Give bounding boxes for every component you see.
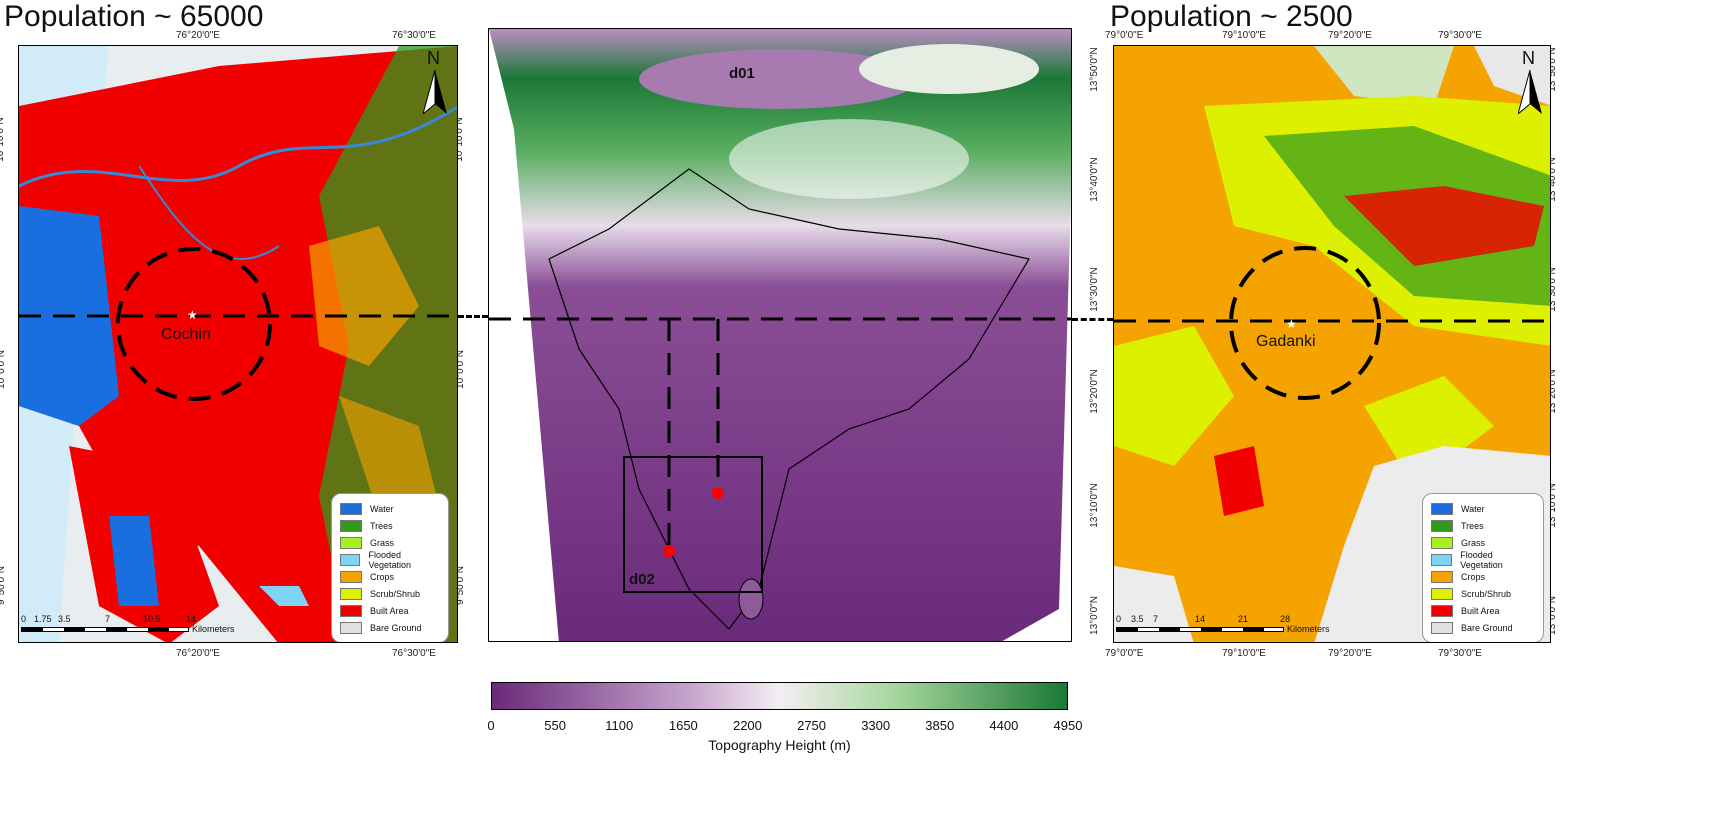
legend-item: Water — [340, 500, 440, 517]
site-star-icon: ★ — [187, 308, 198, 322]
right-lat-tick: 13°0'0"N — [1088, 596, 1100, 635]
left-top-tick: 76°20'0"E — [176, 30, 220, 41]
right-lat-tick: 13°30'0"N — [1088, 267, 1100, 312]
colorbar-label: Topography Height (m) — [708, 737, 851, 753]
left-bottom-tick: 76°20'0"E — [176, 648, 220, 659]
left-bottom-tick: 76°30'0"E — [392, 648, 436, 659]
scale-value: 21 — [1238, 614, 1249, 624]
legend-item: Trees — [1431, 517, 1535, 534]
right-scale-bar: 0 3.5 7 14 21 28 Kilometers — [1116, 614, 1330, 634]
scale-value: 3.5 — [58, 614, 71, 624]
colorbar-tick: 2750 — [797, 718, 827, 733]
right-lat-tick: 13°50'0"N — [1088, 47, 1100, 92]
site-star-icon: ★ — [1286, 317, 1297, 331]
scale-value: 1.75 — [34, 614, 52, 624]
colorbar-tick: 4950 — [1053, 718, 1083, 733]
scale-value: 10.5 — [143, 614, 161, 624]
colorbar-tick: 1650 — [668, 718, 698, 733]
cochin-label: Cochin — [161, 326, 211, 343]
legend-item: Scrub/Shrub — [1431, 585, 1535, 602]
right-bottom-tick: 79°20'0"E — [1328, 648, 1372, 659]
scale-value: 14 — [186, 614, 197, 624]
right-top-tick: 79°10'0"E — [1222, 30, 1266, 41]
legend-item: Bare Ground — [1431, 619, 1535, 636]
legend-item: Flooded Vegetation — [1431, 550, 1535, 570]
north-arrow-icon — [1518, 70, 1542, 114]
legend-item: Trees — [340, 517, 440, 534]
left-top-tick: 76°30'0"E — [392, 30, 436, 41]
legend-item: Grass — [1431, 534, 1535, 551]
left-lat-tick: 10°10'0"N — [0, 117, 6, 162]
connector-line — [458, 315, 488, 318]
legend-item: Crops — [1431, 568, 1535, 585]
colorbar-tick: 0 — [487, 718, 495, 733]
left-lat-tick: 9°50'0"N — [0, 566, 7, 605]
colorbar-tick: 1100 — [605, 718, 634, 733]
cochin-marker — [663, 545, 675, 557]
right-bottom-tick: 79°0'0"E — [1105, 648, 1144, 659]
legend-item: Built Area — [340, 602, 440, 619]
cochin-landcover-image — [19, 46, 457, 642]
india-topography-map: d01 d02 — [488, 28, 1072, 642]
scale-value: 7 — [1153, 614, 1159, 624]
scale-unit: Kilometers — [1287, 624, 1330, 634]
left-scale-bar: 0 1.75 3.5 7 10.5 14 Kilometers — [21, 614, 235, 634]
legend-item: Grass — [340, 534, 440, 551]
colorbar-tick: 3850 — [925, 718, 955, 733]
legend-item: Water — [1431, 500, 1535, 517]
left-legend: Water Trees Grass Flooded Vegetation Cro… — [331, 493, 449, 642]
d01-label: d01 — [729, 65, 755, 82]
north-arrow-icon — [423, 70, 447, 114]
topography-image — [489, 29, 1071, 641]
scale-value: 7 — [105, 614, 111, 624]
right-lat-tick: 13°20'0"N — [1088, 369, 1100, 414]
scale-unit: Kilometers — [192, 624, 235, 634]
legend-item: Bare Ground — [340, 619, 440, 636]
right-legend: Water Trees Grass Flooded Vegetation Cro… — [1422, 493, 1544, 642]
legend-item: Scrub/Shrub — [340, 585, 440, 602]
scale-value: 0 — [21, 614, 27, 624]
north-label: N — [427, 48, 440, 68]
colorbar-tick: 3300 — [861, 718, 891, 733]
scale-value: 28 — [1280, 614, 1291, 624]
colorbar-tick: 2200 — [732, 718, 762, 733]
colorbar-tick: 550 — [544, 718, 566, 733]
legend-item: Built Area — [1431, 602, 1535, 619]
d02-label: d02 — [629, 571, 655, 588]
legend-item: Flooded Vegetation — [340, 550, 440, 570]
scale-value: 14 — [1195, 614, 1206, 624]
north-label: N — [1522, 48, 1535, 68]
legend-item: Crops — [340, 568, 440, 585]
colorbar-tick: 4400 — [989, 718, 1019, 733]
right-top-tick: 79°30'0"E — [1438, 30, 1482, 41]
gadanki-marker — [712, 487, 724, 499]
left-panel-title: Population ~ 65000 — [4, 0, 264, 33]
left-lat-tick: 10°0'0"N — [0, 350, 7, 389]
right-lat-tick: 13°10'0"N — [1088, 483, 1100, 528]
right-bottom-tick: 79°10'0"E — [1222, 648, 1266, 659]
gadanki-landcover-map: ★ Gadanki N 0 3.5 7 14 21 28 Kilometers … — [1113, 45, 1551, 643]
colorbar — [491, 682, 1068, 710]
connector-line — [1072, 318, 1113, 321]
right-panel-title: Population ~ 2500 — [1110, 0, 1353, 33]
right-top-tick: 79°20'0"E — [1328, 30, 1372, 41]
gadanki-label: Gadanki — [1256, 333, 1316, 350]
scale-value: 0 — [1116, 614, 1122, 624]
right-bottom-tick: 79°30'0"E — [1438, 648, 1482, 659]
right-top-tick: 79°0'0"E — [1105, 30, 1144, 41]
scale-value: 3.5 — [1131, 614, 1144, 624]
cochin-landcover-map: ★ Cochin N 0 1.75 3.5 7 10.5 14 Kilomete… — [18, 45, 458, 643]
right-lat-tick: 13°40'0"N — [1088, 157, 1100, 202]
